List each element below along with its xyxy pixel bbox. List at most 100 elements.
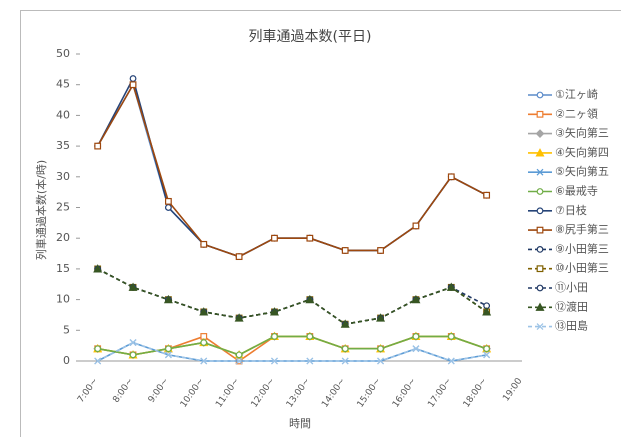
legend-label: ⑩小田第三 <box>555 261 609 275</box>
legend-marker <box>536 91 544 99</box>
point <box>234 313 244 322</box>
series <box>94 81 491 261</box>
legend-marker <box>536 168 544 176</box>
chart-title: 列車通過本数(平日) <box>249 28 372 45</box>
y-tick-label: 50 <box>56 47 70 60</box>
point <box>376 313 386 322</box>
point <box>165 197 172 205</box>
point <box>412 345 420 353</box>
legend-label: ⑨小田第三 <box>555 241 609 255</box>
point <box>164 204 172 211</box>
point <box>340 319 350 328</box>
y-tick-label: 20 <box>56 231 70 244</box>
legend-marker <box>536 284 544 292</box>
point <box>483 191 491 199</box>
series-line <box>97 341 487 362</box>
legend-label: ⑦日枝 <box>555 203 587 217</box>
legend-marker <box>536 226 544 234</box>
legend-label: ⑬田島 <box>555 319 588 333</box>
point <box>447 333 455 340</box>
point <box>164 345 172 353</box>
legend-label: ⑪小田 <box>555 281 588 294</box>
y-tick-label: 40 <box>56 108 70 121</box>
point <box>94 142 102 150</box>
point <box>271 333 278 340</box>
point <box>412 333 420 340</box>
point <box>306 333 314 340</box>
legend-marker <box>536 265 544 273</box>
point <box>235 351 243 359</box>
point <box>447 357 455 365</box>
point <box>306 357 314 365</box>
legend-label: ①江ヶ崎 <box>555 87 598 101</box>
legend-label: ⑫渡田 <box>555 299 588 313</box>
point <box>483 345 491 353</box>
point <box>200 357 208 365</box>
point <box>164 351 172 359</box>
chart-frame <box>20 10 621 437</box>
y-tick-label: 10 <box>56 293 70 306</box>
series-line <box>97 335 487 356</box>
series <box>94 339 491 365</box>
point <box>482 307 492 316</box>
legend-marker <box>536 207 544 215</box>
legend-label: ③矢向第三 <box>555 126 609 140</box>
series-line <box>97 268 488 326</box>
point <box>377 345 384 353</box>
x-axis-label: 時間 <box>289 417 311 430</box>
series <box>94 333 491 359</box>
legend-label: ②二ヶ領 <box>555 106 598 120</box>
point <box>377 247 384 254</box>
point <box>93 264 103 273</box>
point <box>94 357 102 365</box>
y-tick-label: 15 <box>56 262 70 275</box>
point <box>129 75 137 82</box>
series-line <box>96 82 488 258</box>
legend-marker <box>536 245 544 253</box>
y-tick-label: 5 <box>63 323 70 336</box>
y-tick-label: 45 <box>56 78 70 91</box>
point <box>483 351 491 359</box>
point <box>94 345 102 353</box>
point <box>200 339 208 346</box>
y-tick-label: 30 <box>56 170 70 183</box>
point <box>269 307 279 316</box>
point <box>341 345 349 353</box>
legend-marker <box>535 148 545 157</box>
point <box>377 357 384 365</box>
point <box>129 339 137 347</box>
point <box>128 282 138 291</box>
point <box>305 294 315 304</box>
point <box>447 173 455 181</box>
series <box>93 264 492 328</box>
legend-marker <box>535 302 545 311</box>
point <box>411 294 421 304</box>
y-tick-label: 25 <box>56 201 70 214</box>
y-axis-label: 列車通過本数(本/時) <box>34 160 48 260</box>
legend-label: ④矢向第四 <box>555 145 609 159</box>
point <box>306 234 314 242</box>
point <box>235 357 243 365</box>
point <box>129 351 137 359</box>
point <box>271 234 278 242</box>
y-tick-label: 35 <box>56 139 70 152</box>
legend-label: ⑧尻手第三 <box>555 222 609 236</box>
point <box>235 253 243 261</box>
legend-marker <box>536 323 544 331</box>
point <box>412 222 420 230</box>
point <box>200 240 208 248</box>
point <box>446 282 456 291</box>
legend-marker <box>535 129 545 138</box>
point <box>199 307 209 316</box>
legend-label: ⑤矢向第五 <box>555 164 609 178</box>
point <box>341 247 349 254</box>
legend-marker <box>536 188 544 195</box>
y-tick-label: 0 <box>63 354 70 367</box>
point <box>129 81 137 89</box>
legend-label: ⑥最戒寺 <box>555 185 598 198</box>
point <box>341 357 349 365</box>
point <box>271 357 278 365</box>
legend-marker <box>536 110 544 118</box>
point <box>163 294 173 304</box>
